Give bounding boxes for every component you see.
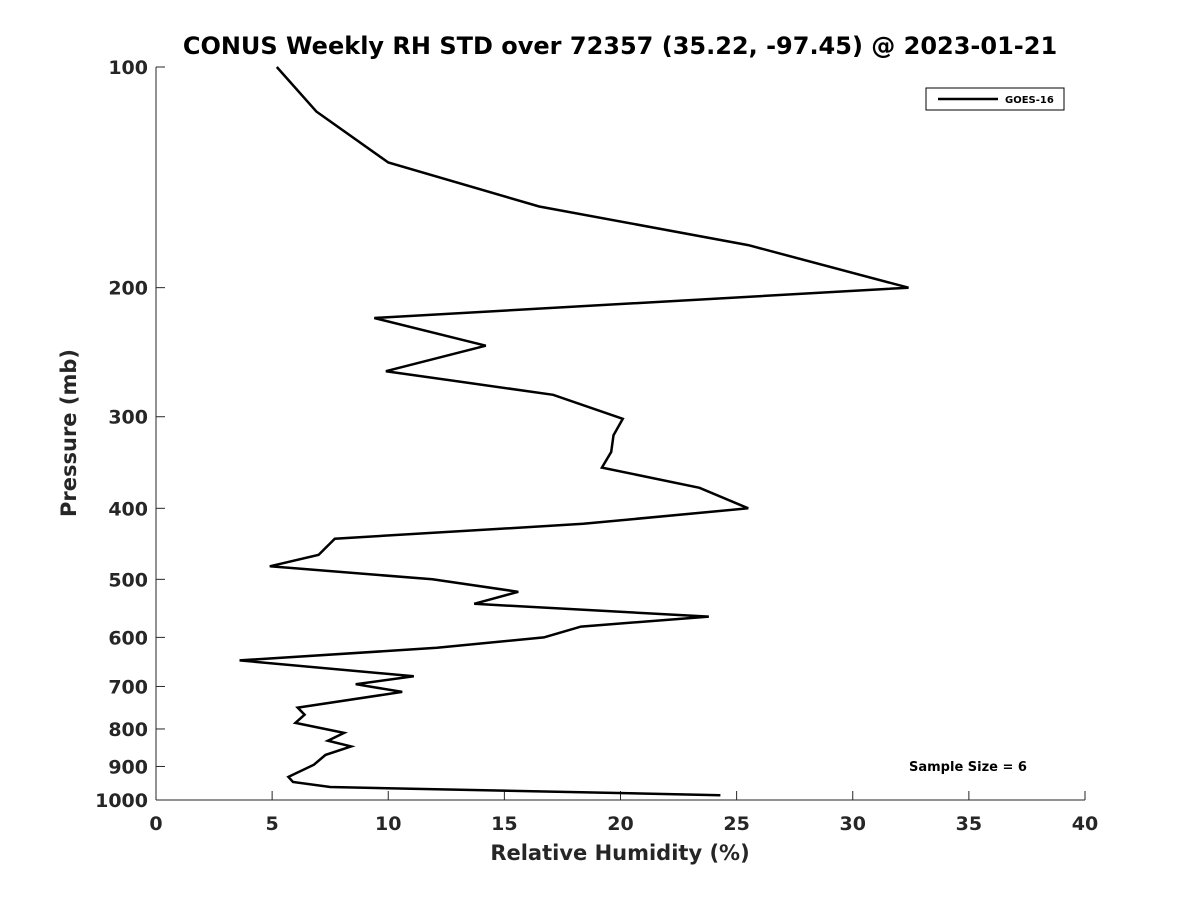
legend: GOES-16: [925, 87, 1065, 111]
x-tick-label: 10: [375, 813, 401, 835]
x-tick-label: 0: [149, 813, 162, 835]
x-tick-label: 40: [1072, 813, 1098, 835]
y-tick-label: 400: [108, 498, 148, 520]
x-tick-label: 15: [491, 813, 517, 835]
y-tick-label: 200: [108, 278, 148, 300]
y-tick-label: 500: [108, 569, 148, 591]
series-line-goes-16: [239, 66, 909, 797]
x-tick-label: 5: [266, 813, 279, 835]
x-tick-label: 25: [723, 813, 749, 835]
y-ticks: 100 200 300 400 500 600 700 800 900 1000: [95, 57, 165, 812]
x-tick-label: 35: [956, 813, 982, 835]
y-tick-label: 300: [108, 407, 148, 429]
legend-label: GOES-16: [1005, 95, 1054, 106]
y-tick-label: 1000: [95, 790, 148, 812]
x-tick-label: 30: [840, 813, 866, 835]
y-tick-label: 100: [108, 57, 148, 79]
sample-size-annotation: Sample Size = 6: [909, 760, 1027, 775]
y-axis-label: Pressure (mb): [57, 349, 81, 517]
x-ticks: 0 5 10 15 20 25 30 35 40: [149, 791, 1098, 835]
y-tick-label: 700: [108, 676, 148, 698]
y-tick-label: 600: [108, 627, 148, 649]
x-tick-label: 20: [607, 813, 633, 835]
x-axis-label: Relative Humidity (%): [490, 841, 749, 865]
y-tick-label: 800: [108, 719, 148, 741]
y-tick-label: 900: [108, 756, 148, 778]
chart-title: CONUS Weekly RH STD over 72357 (35.22, -…: [183, 32, 1057, 60]
